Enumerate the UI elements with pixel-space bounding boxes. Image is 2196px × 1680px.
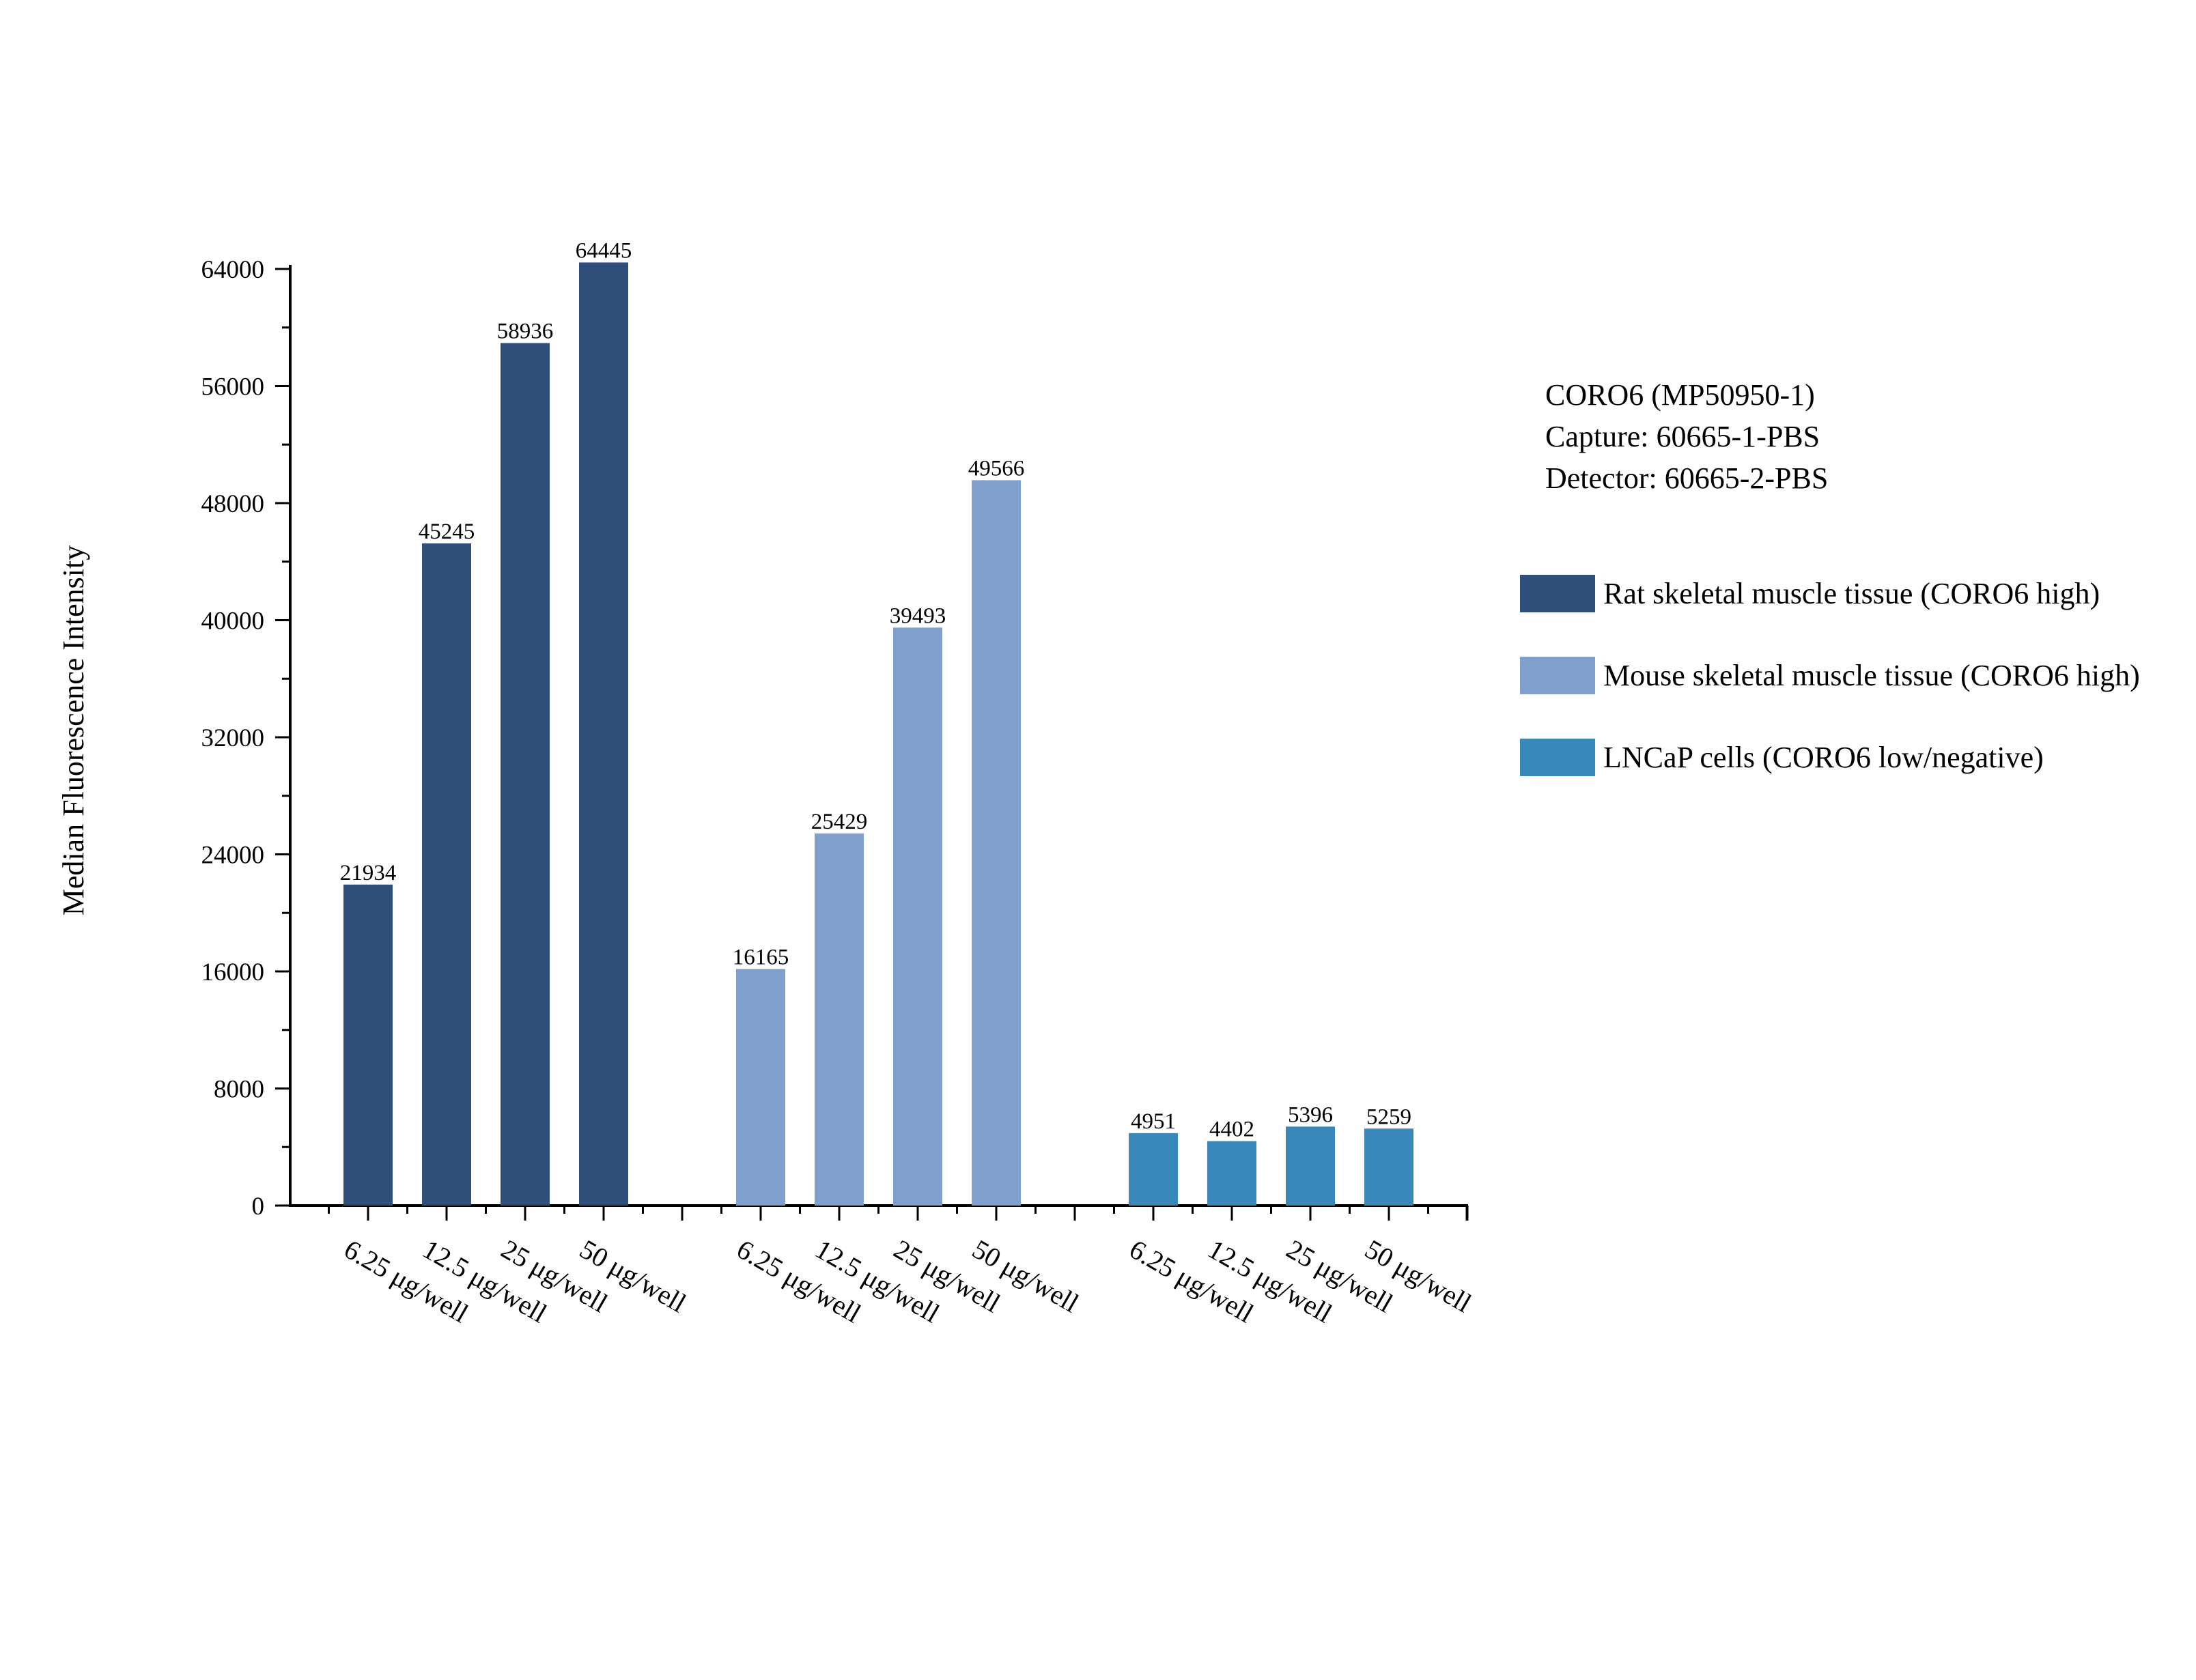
y-tick-label: 64000 (201, 256, 265, 284)
bar (1129, 1133, 1178, 1206)
axes: 0 8000 16000 24000 32000 40000 48000 56000 64000 (201, 256, 1469, 1221)
y-tick-label: 0 (252, 1193, 265, 1221)
data-label: 25429 (811, 810, 868, 834)
legend: Rat skeletal muscle tissue (CORO6 high) M… (1520, 575, 2140, 776)
info-line: Capture: 60665-1-PBS (1545, 420, 1820, 453)
data-label: 5259 (1366, 1105, 1411, 1129)
legend-swatch (1520, 657, 1595, 694)
data-label: 64445 (576, 238, 632, 263)
data-label: 49566 (968, 456, 1025, 481)
bar (893, 627, 942, 1206)
y-tick-label: 8000 (214, 1076, 264, 1104)
bar (972, 480, 1021, 1206)
data-label: 39493 (890, 603, 946, 628)
bar (343, 884, 393, 1206)
data-label: 58936 (497, 319, 554, 344)
y-tick-label: 48000 (201, 490, 265, 518)
bar (579, 262, 628, 1206)
bar (501, 343, 550, 1206)
legend-swatch (1520, 575, 1595, 612)
legend-label: Rat skeletal muscle tissue (CORO6 high) (1603, 577, 2100, 610)
bar (1364, 1128, 1413, 1206)
info-line: Detector: 60665-2-PBS (1545, 461, 1828, 495)
bar (736, 969, 785, 1206)
legend-label: LNCaP cells (CORO6 low/negative) (1603, 741, 2044, 774)
data-label: 4951 (1131, 1109, 1176, 1134)
data-label: 16165 (733, 945, 789, 969)
y-axis-label: Median Fluorescence Intensity (57, 545, 90, 916)
legend-swatch (1520, 739, 1595, 776)
legend-label: Mouse skeletal muscle tissue (CORO6 high… (1603, 659, 2140, 692)
bar (422, 543, 471, 1206)
bar (1207, 1141, 1256, 1206)
data-label: 4402 (1209, 1117, 1254, 1142)
info-line: CORO6 (MP50950-1) (1545, 378, 1815, 412)
y-tick-label: 56000 (201, 373, 265, 401)
y-tick-label: 40000 (201, 608, 265, 636)
y-tick-label: 32000 (201, 724, 265, 752)
data-label: 21934 (340, 861, 397, 885)
y-tick-label: 16000 (201, 958, 265, 986)
bar (815, 833, 864, 1206)
bar (1286, 1126, 1335, 1206)
data-label: 45245 (419, 519, 475, 544)
info-block: CORO6 (MP50950-1) Capture: 60665-1-PBS Det… (1545, 378, 1828, 495)
y-tick-label: 24000 (201, 842, 265, 870)
data-label: 5396 (1288, 1102, 1333, 1127)
